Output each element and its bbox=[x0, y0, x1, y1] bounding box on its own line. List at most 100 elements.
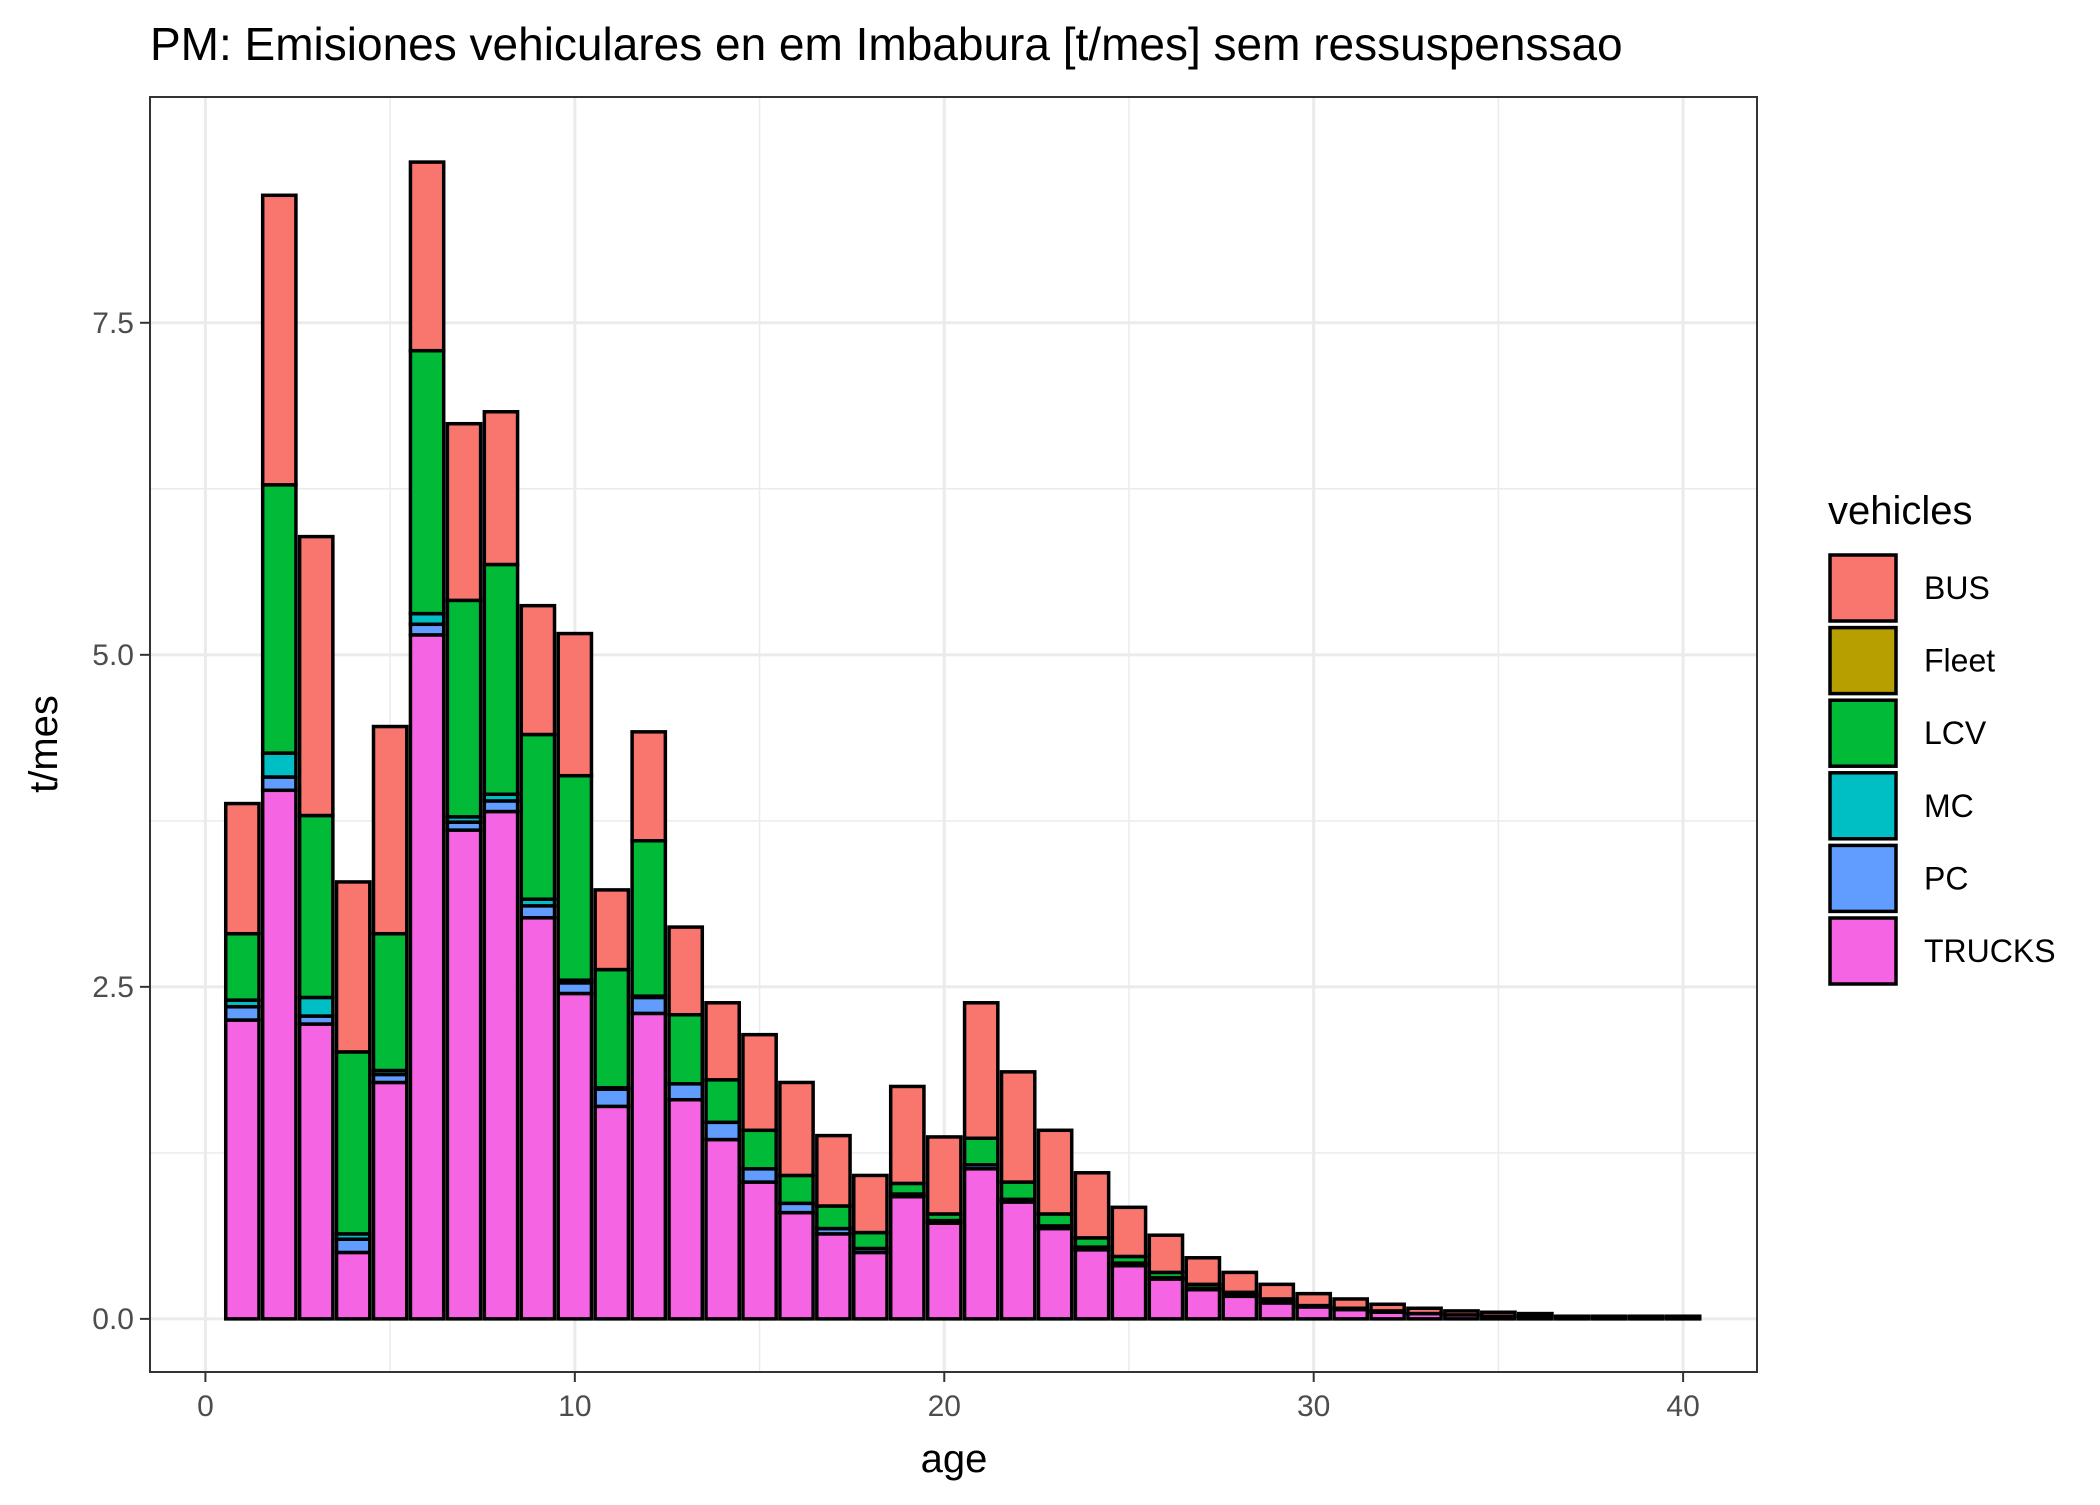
bar-segment-trucks-age-21 bbox=[962, 1167, 1000, 1321]
bar-segment-bus-age-26 bbox=[1147, 1233, 1185, 1275]
bar-segment-lcv-age-17 bbox=[815, 1204, 852, 1231]
bar-segment-trucks-age-5 bbox=[371, 1080, 409, 1321]
bar-segment-bus-age-13 bbox=[667, 925, 705, 1017]
bar-segment-bus-age-8 bbox=[482, 410, 520, 567]
bar-segment-pc-age-15 bbox=[741, 1167, 778, 1184]
x-axis: 0 10 20 30 40 bbox=[197, 1372, 1700, 1423]
legend-key-pc bbox=[1828, 843, 1898, 914]
bar-segment-bus-age-30 bbox=[1295, 1291, 1333, 1308]
bar-segment-bus-age-20 bbox=[925, 1135, 963, 1216]
bar-segment-trucks-age-9 bbox=[519, 916, 557, 1321]
bar-segment-trucks-age-16 bbox=[778, 1210, 815, 1321]
bar-segment-lcv-age-18 bbox=[852, 1230, 889, 1251]
bar-segment-bus-age-4 bbox=[334, 880, 372, 1054]
bar-segment-lcv-age-16 bbox=[778, 1173, 815, 1206]
y-axis-label: t/mes bbox=[22, 695, 66, 793]
legend-label-lcv: LCV bbox=[1924, 715, 1987, 751]
bar-segment-lcv-age-7 bbox=[445, 598, 483, 819]
bars bbox=[223, 160, 1702, 1321]
y-axis: 0.0 2.5 5.0 7.5 bbox=[92, 307, 150, 1336]
bar-segment-bus-age-32 bbox=[1369, 1302, 1406, 1313]
bar-segment-trucks-age-7 bbox=[445, 828, 483, 1321]
bar-segment-bus-age-7 bbox=[445, 421, 483, 603]
bar-segment-bus-age-12 bbox=[630, 730, 668, 843]
y-tick-label: 7.5 bbox=[92, 307, 134, 340]
bar-segment-lcv-age-10 bbox=[556, 773, 594, 982]
bar-segment-trucks-age-3 bbox=[297, 1022, 335, 1321]
bar-segment-bus-age-3 bbox=[297, 534, 335, 818]
bar-segment-trucks-age-20 bbox=[925, 1221, 963, 1321]
bar-segment-lcv-age-14 bbox=[704, 1078, 741, 1125]
bar-segment-trucks-age-29 bbox=[1258, 1301, 1296, 1321]
bar-segment-mc-age-2 bbox=[260, 751, 298, 779]
bar-segment-trucks-age-30 bbox=[1295, 1305, 1333, 1321]
bar-segment-bus-age-1 bbox=[223, 801, 261, 936]
bar-segment-trucks-age-27 bbox=[1184, 1287, 1222, 1321]
bar-segment-bus-age-18 bbox=[852, 1173, 889, 1235]
x-tick-label: 20 bbox=[928, 1390, 961, 1423]
legend-key-mc bbox=[1828, 771, 1898, 841]
bar-segment-bus-age-40 bbox=[1664, 1314, 1702, 1320]
bar-segment-trucks-age-6 bbox=[408, 633, 446, 1321]
legend-label-trucks: TRUCKS bbox=[1924, 933, 2056, 969]
bar-segment-bus-age-15 bbox=[741, 1032, 778, 1133]
bar-segment-lcv-age-8 bbox=[482, 562, 520, 797]
bar-segment-trucks-age-17 bbox=[815, 1232, 852, 1321]
bar-segment-lcv-age-22 bbox=[999, 1180, 1037, 1202]
bar-segment-bus-age-2 bbox=[260, 193, 298, 487]
bar-segment-lcv-age-9 bbox=[519, 732, 557, 901]
bar-segment-pc-age-14 bbox=[704, 1120, 741, 1142]
bar-segment-pc-age-4 bbox=[334, 1237, 372, 1255]
bar-segment-mc-age-3 bbox=[297, 995, 335, 1018]
bar-segment-lcv-age-1 bbox=[223, 931, 261, 1002]
bar-segment-bus-age-23 bbox=[1036, 1128, 1074, 1216]
x-tick-label: 0 bbox=[197, 1390, 214, 1423]
legend-key-bus bbox=[1828, 553, 1898, 623]
bar-segment-bus-age-28 bbox=[1221, 1270, 1259, 1295]
bar-segment-bus-age-31 bbox=[1332, 1297, 1370, 1310]
plot-border bbox=[149, 96, 1758, 1373]
bar-segment-pc-age-11 bbox=[593, 1087, 631, 1109]
bar-segment-pc-age-1 bbox=[223, 1005, 261, 1022]
bar-segment-bus-age-38 bbox=[1590, 1314, 1628, 1320]
bar-segment-trucks-age-4 bbox=[334, 1250, 372, 1321]
y-tick-label: 0.0 bbox=[92, 1303, 134, 1336]
bar-segment-lcv-age-2 bbox=[260, 483, 298, 755]
minor-gridlines bbox=[150, 97, 1757, 1372]
bar-segment-trucks-age-26 bbox=[1147, 1277, 1185, 1321]
bar-segment-trucks-age-11 bbox=[593, 1104, 631, 1321]
x-tick-label: 10 bbox=[558, 1390, 591, 1423]
bar-segment-bus-age-10 bbox=[556, 631, 594, 778]
bar-segment-bus-age-39 bbox=[1627, 1314, 1665, 1320]
bar-segment-trucks-age-14 bbox=[704, 1137, 741, 1321]
bar-segment-bus-age-9 bbox=[519, 603, 557, 737]
x-axis-label: age bbox=[921, 1437, 988, 1481]
legend-title: vehicles bbox=[1828, 489, 1973, 533]
bar-segment-bus-age-22 bbox=[999, 1070, 1037, 1184]
legend-label-pc: PC bbox=[1924, 860, 1968, 896]
legend-label-bus: BUS bbox=[1924, 570, 1990, 606]
bar-segment-trucks-age-12 bbox=[630, 1011, 668, 1321]
bar-segment-bus-age-11 bbox=[593, 888, 631, 972]
x-tick-label: 40 bbox=[1666, 1390, 1699, 1423]
bar-segment-bus-age-36 bbox=[1516, 1311, 1554, 1318]
legend-label-mc: MC bbox=[1924, 788, 1974, 824]
legend-key-fleet bbox=[1828, 625, 1898, 696]
bar-segment-lcv-age-21 bbox=[962, 1136, 1000, 1167]
bar-segment-trucks-age-8 bbox=[482, 809, 520, 1321]
chart-title: PM: Emisiones vehiculares en em Imbabura… bbox=[150, 18, 1623, 70]
bar-segment-bus-age-34 bbox=[1443, 1309, 1480, 1317]
bar-segment-trucks-age-2 bbox=[260, 788, 298, 1321]
bar-segment-bus-age-21 bbox=[962, 1001, 1000, 1140]
bar-segment-trucks-age-23 bbox=[1036, 1226, 1074, 1321]
y-tick-label: 2.5 bbox=[92, 971, 134, 1004]
bar-segment-trucks-age-13 bbox=[667, 1097, 705, 1321]
bar-segment-lcv-age-5 bbox=[371, 931, 409, 1073]
bar-segment-trucks-age-24 bbox=[1073, 1248, 1111, 1321]
bar-segment-bus-age-6 bbox=[408, 160, 446, 353]
bar-segment-lcv-age-6 bbox=[408, 348, 446, 616]
bar-segment-bus-age-19 bbox=[888, 1084, 926, 1186]
bar-segment-trucks-age-22 bbox=[999, 1200, 1037, 1321]
